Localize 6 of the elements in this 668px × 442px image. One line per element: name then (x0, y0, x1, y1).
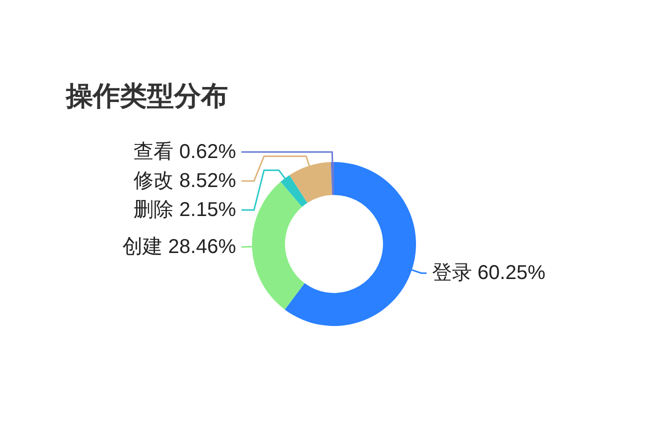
slice-label: 查看 0.62% (134, 141, 236, 164)
slice-label: 登录 60.25% (432, 262, 546, 284)
slice-label: 创建 28.46% (122, 236, 236, 258)
slice-label: 删除 2.15% (134, 199, 236, 222)
chart-title: 操作类型分布 (65, 81, 228, 111)
slice-label: 修改 8.52% (134, 170, 236, 192)
